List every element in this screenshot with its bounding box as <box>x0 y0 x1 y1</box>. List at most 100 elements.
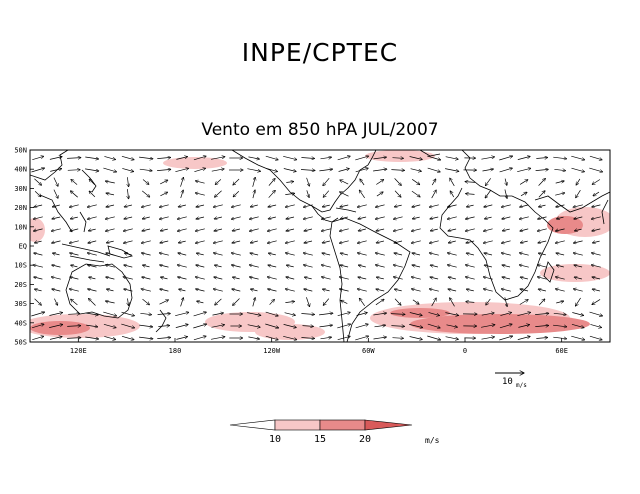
wind-vector <box>32 336 43 341</box>
wind-vector <box>306 190 309 197</box>
wind-vector <box>391 170 404 171</box>
wind-vector <box>358 217 367 219</box>
legend-tick-15: 15 <box>314 434 326 445</box>
wind-vector <box>320 157 332 159</box>
wind-vector <box>445 312 458 316</box>
wind-vector <box>447 265 457 268</box>
wind-vector <box>33 228 43 231</box>
wind-vector <box>231 265 241 268</box>
wind-vector <box>197 301 204 303</box>
wind-vector <box>574 229 582 231</box>
wind-vector <box>31 168 44 173</box>
wind-vector <box>375 299 384 306</box>
wind-vector <box>231 204 241 207</box>
wind-vector <box>484 265 492 267</box>
wind-vector <box>121 311 135 316</box>
wind-vector <box>394 253 403 255</box>
wind-vector <box>70 191 78 198</box>
wind-vector <box>214 265 222 267</box>
wind-vector <box>269 299 275 305</box>
wind-vector <box>483 240 493 243</box>
wind-vector <box>321 228 331 231</box>
wind-vector <box>339 228 349 231</box>
wind-vector <box>499 336 512 341</box>
wind-vector <box>340 265 349 267</box>
wind-vector <box>283 324 297 327</box>
wind-vector <box>89 299 96 306</box>
wind-vector <box>341 300 348 304</box>
wind-vector <box>555 289 565 292</box>
wind-vector <box>481 337 495 340</box>
wind-vector <box>301 158 314 159</box>
wind-vector <box>430 229 438 231</box>
wind-vector <box>232 277 240 279</box>
wind-vector <box>450 191 455 198</box>
wind-vector <box>501 253 511 256</box>
wind-vector <box>285 240 295 243</box>
wind-vector <box>322 253 331 255</box>
wind-vector <box>177 265 187 268</box>
wind-vector <box>268 253 276 255</box>
wind-vector <box>427 155 440 160</box>
wind-vector <box>539 205 546 207</box>
wind-vector <box>124 265 133 268</box>
wind-vector <box>412 299 419 304</box>
wind-vector <box>106 277 115 280</box>
wind-vector <box>412 217 420 219</box>
wind-vector <box>52 240 61 243</box>
wind-vector <box>268 217 276 219</box>
wind-vector <box>177 228 187 231</box>
wind-vector <box>233 298 240 306</box>
wind-vector <box>483 228 493 231</box>
wind-vector <box>481 313 494 316</box>
wind-vector <box>175 324 188 328</box>
wind-vector <box>412 253 421 255</box>
wind-vector <box>373 157 387 159</box>
wind-vector <box>267 228 277 231</box>
wind-vector <box>34 205 43 207</box>
wind-vector <box>124 217 133 219</box>
wind-vector <box>139 156 153 159</box>
wind-vector <box>127 177 128 187</box>
wind-vector <box>286 277 295 280</box>
wind-vector <box>394 298 401 305</box>
wind-vector <box>574 216 583 219</box>
wind-vector <box>157 157 170 158</box>
wind-vector <box>103 323 116 327</box>
wind-vector <box>211 169 224 172</box>
wind-vector <box>69 240 79 243</box>
wind-vector <box>123 277 133 280</box>
wind-vector <box>482 169 494 172</box>
wind-vector <box>49 324 63 328</box>
wind-vector <box>466 241 475 243</box>
wind-vector <box>85 336 98 339</box>
wind-vector <box>323 177 330 186</box>
wind-vector <box>179 289 186 291</box>
wind-vector <box>247 312 261 316</box>
latitude-label: 50N <box>14 147 27 155</box>
wind-vector <box>340 180 349 185</box>
wind-vector <box>339 240 349 243</box>
wind-vector <box>411 289 421 292</box>
wind-vector <box>142 229 151 231</box>
wind-vector <box>356 313 368 316</box>
legend-tick-20: 20 <box>359 434 371 445</box>
wind-vector <box>535 313 549 314</box>
wind-vector <box>103 167 116 172</box>
wind-vector <box>555 228 565 231</box>
wind-vector <box>571 167 585 172</box>
wind-vector <box>574 265 583 267</box>
wind-vector <box>159 300 169 305</box>
wind-vector <box>339 277 349 280</box>
wind-vector <box>121 323 134 328</box>
wind-vector <box>429 289 439 292</box>
wind-vector <box>284 312 296 316</box>
wind-vector <box>68 314 80 315</box>
wind-vector <box>49 337 62 340</box>
wind-vector <box>321 265 331 268</box>
wind-vector <box>268 178 275 186</box>
wind-vector <box>466 302 475 303</box>
wind-vector <box>266 168 278 171</box>
wind-vector <box>247 168 260 172</box>
wind-vector <box>394 178 402 185</box>
